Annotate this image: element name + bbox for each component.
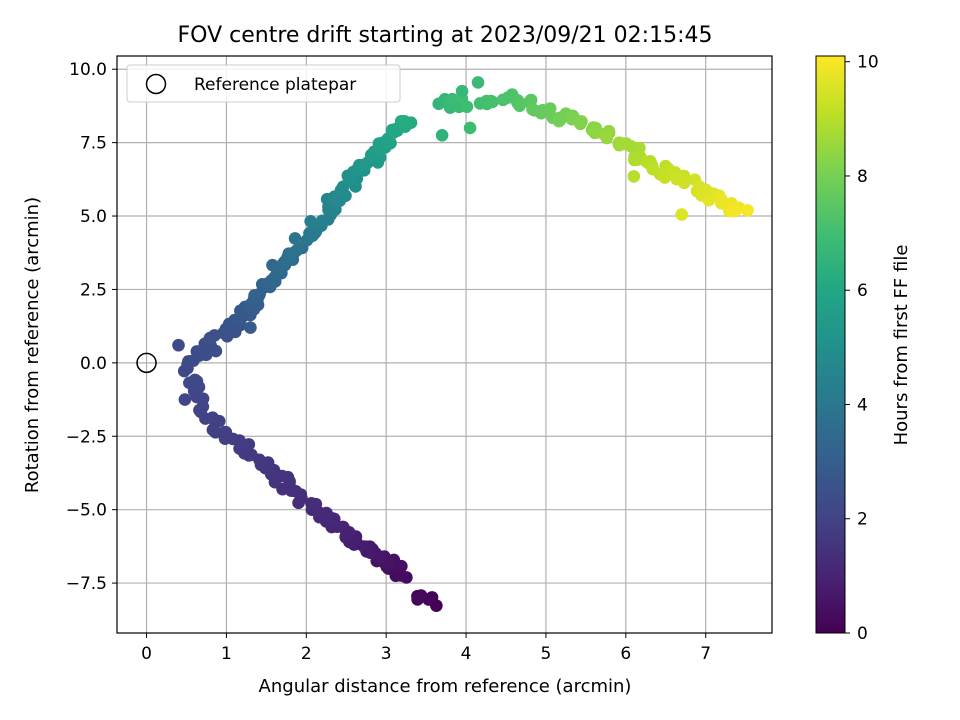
x-tick-label: 3 <box>381 644 392 664</box>
data-point <box>677 176 691 190</box>
y-axis-label: Rotation from reference (arcmin) <box>22 197 43 493</box>
plot-frame <box>116 55 773 634</box>
data-point <box>178 393 192 406</box>
data-point <box>627 170 641 183</box>
data-point <box>463 121 477 135</box>
colorbar: 0 2 4 6 8 10 Hours from first FF file <box>815 53 912 644</box>
data-point <box>384 136 397 150</box>
y-tick-label: 10.0 <box>69 60 107 80</box>
y-tick-label: 7.5 <box>80 134 107 154</box>
reference-platepar-marker <box>136 352 157 374</box>
y-axis-ticks: −7.5 −5.0 −2.5 0.0 2.5 5.0 7.5 10.0 <box>66 60 117 594</box>
y-tick-label: 5.0 <box>80 207 107 227</box>
data-point <box>715 193 728 207</box>
data-point <box>484 94 498 108</box>
colorbar-ticks: 0 2 4 6 8 10 <box>845 53 879 644</box>
colorbar-tick-label: 0 <box>857 624 868 644</box>
legend-box <box>126 64 401 103</box>
chart-title: FOV centre drift starting at 2023/09/21 … <box>178 23 713 48</box>
colorbar-tick-label: 4 <box>857 395 868 415</box>
data-point <box>675 208 689 221</box>
data-point <box>460 100 474 114</box>
x-tick-label: 7 <box>700 644 711 664</box>
data-point <box>188 373 202 387</box>
data-point <box>702 193 716 207</box>
data-point <box>513 99 526 113</box>
data-point <box>411 593 424 606</box>
data-point <box>658 171 672 184</box>
colorbar-tick-label: 10 <box>857 53 879 73</box>
colorbar-label: Hours from first FF file <box>891 245 912 446</box>
x-tick-label: 4 <box>461 644 472 664</box>
colorbar-gradient <box>815 55 846 634</box>
data-point <box>471 76 485 89</box>
y-tick-label: 2.5 <box>80 280 107 300</box>
data-point <box>190 345 204 358</box>
data-points <box>172 76 754 612</box>
legend: Reference platepar <box>126 64 401 103</box>
reference-marker <box>136 352 157 374</box>
y-tick-label: −2.5 <box>66 427 107 447</box>
data-point <box>305 497 318 510</box>
data-point <box>455 84 469 98</box>
legend-entry-label: Reference platepar <box>194 75 356 95</box>
data-point <box>315 214 329 228</box>
data-point <box>206 411 219 424</box>
x-axis-ticks: 0 1 2 3 4 5 6 7 <box>141 633 711 664</box>
y-tick-label: −7.5 <box>66 574 107 594</box>
x-tick-label: 6 <box>620 644 631 664</box>
x-tick-label: 5 <box>541 644 552 664</box>
data-point <box>244 321 257 334</box>
legend-marker-icon <box>145 73 167 95</box>
data-point <box>600 131 614 145</box>
data-point <box>320 506 333 520</box>
data-point <box>290 244 303 258</box>
data-point <box>398 115 411 128</box>
data-point <box>357 158 371 172</box>
x-axis-label: Angular distance from reference (arcmin) <box>259 676 632 697</box>
colorbar-tick-label: 8 <box>857 167 868 187</box>
data-point <box>726 204 740 218</box>
x-tick-label: 1 <box>221 644 232 664</box>
data-point <box>288 232 302 245</box>
data-point <box>232 314 245 328</box>
data-point <box>193 403 206 417</box>
data-point <box>741 203 754 217</box>
data-point <box>575 115 588 128</box>
colorbar-tick-label: 6 <box>857 281 868 301</box>
x-tick-label: 0 <box>141 644 152 664</box>
colorbar-tick-label: 2 <box>857 510 868 530</box>
y-tick-label: −5.0 <box>66 501 107 521</box>
y-tick-label: 0.0 <box>80 354 107 374</box>
x-tick-label: 2 <box>301 644 312 664</box>
data-point <box>435 128 449 142</box>
data-point <box>389 569 403 583</box>
data-point <box>253 287 266 301</box>
data-point <box>328 193 341 207</box>
data-point <box>172 338 185 352</box>
data-point <box>219 425 233 439</box>
